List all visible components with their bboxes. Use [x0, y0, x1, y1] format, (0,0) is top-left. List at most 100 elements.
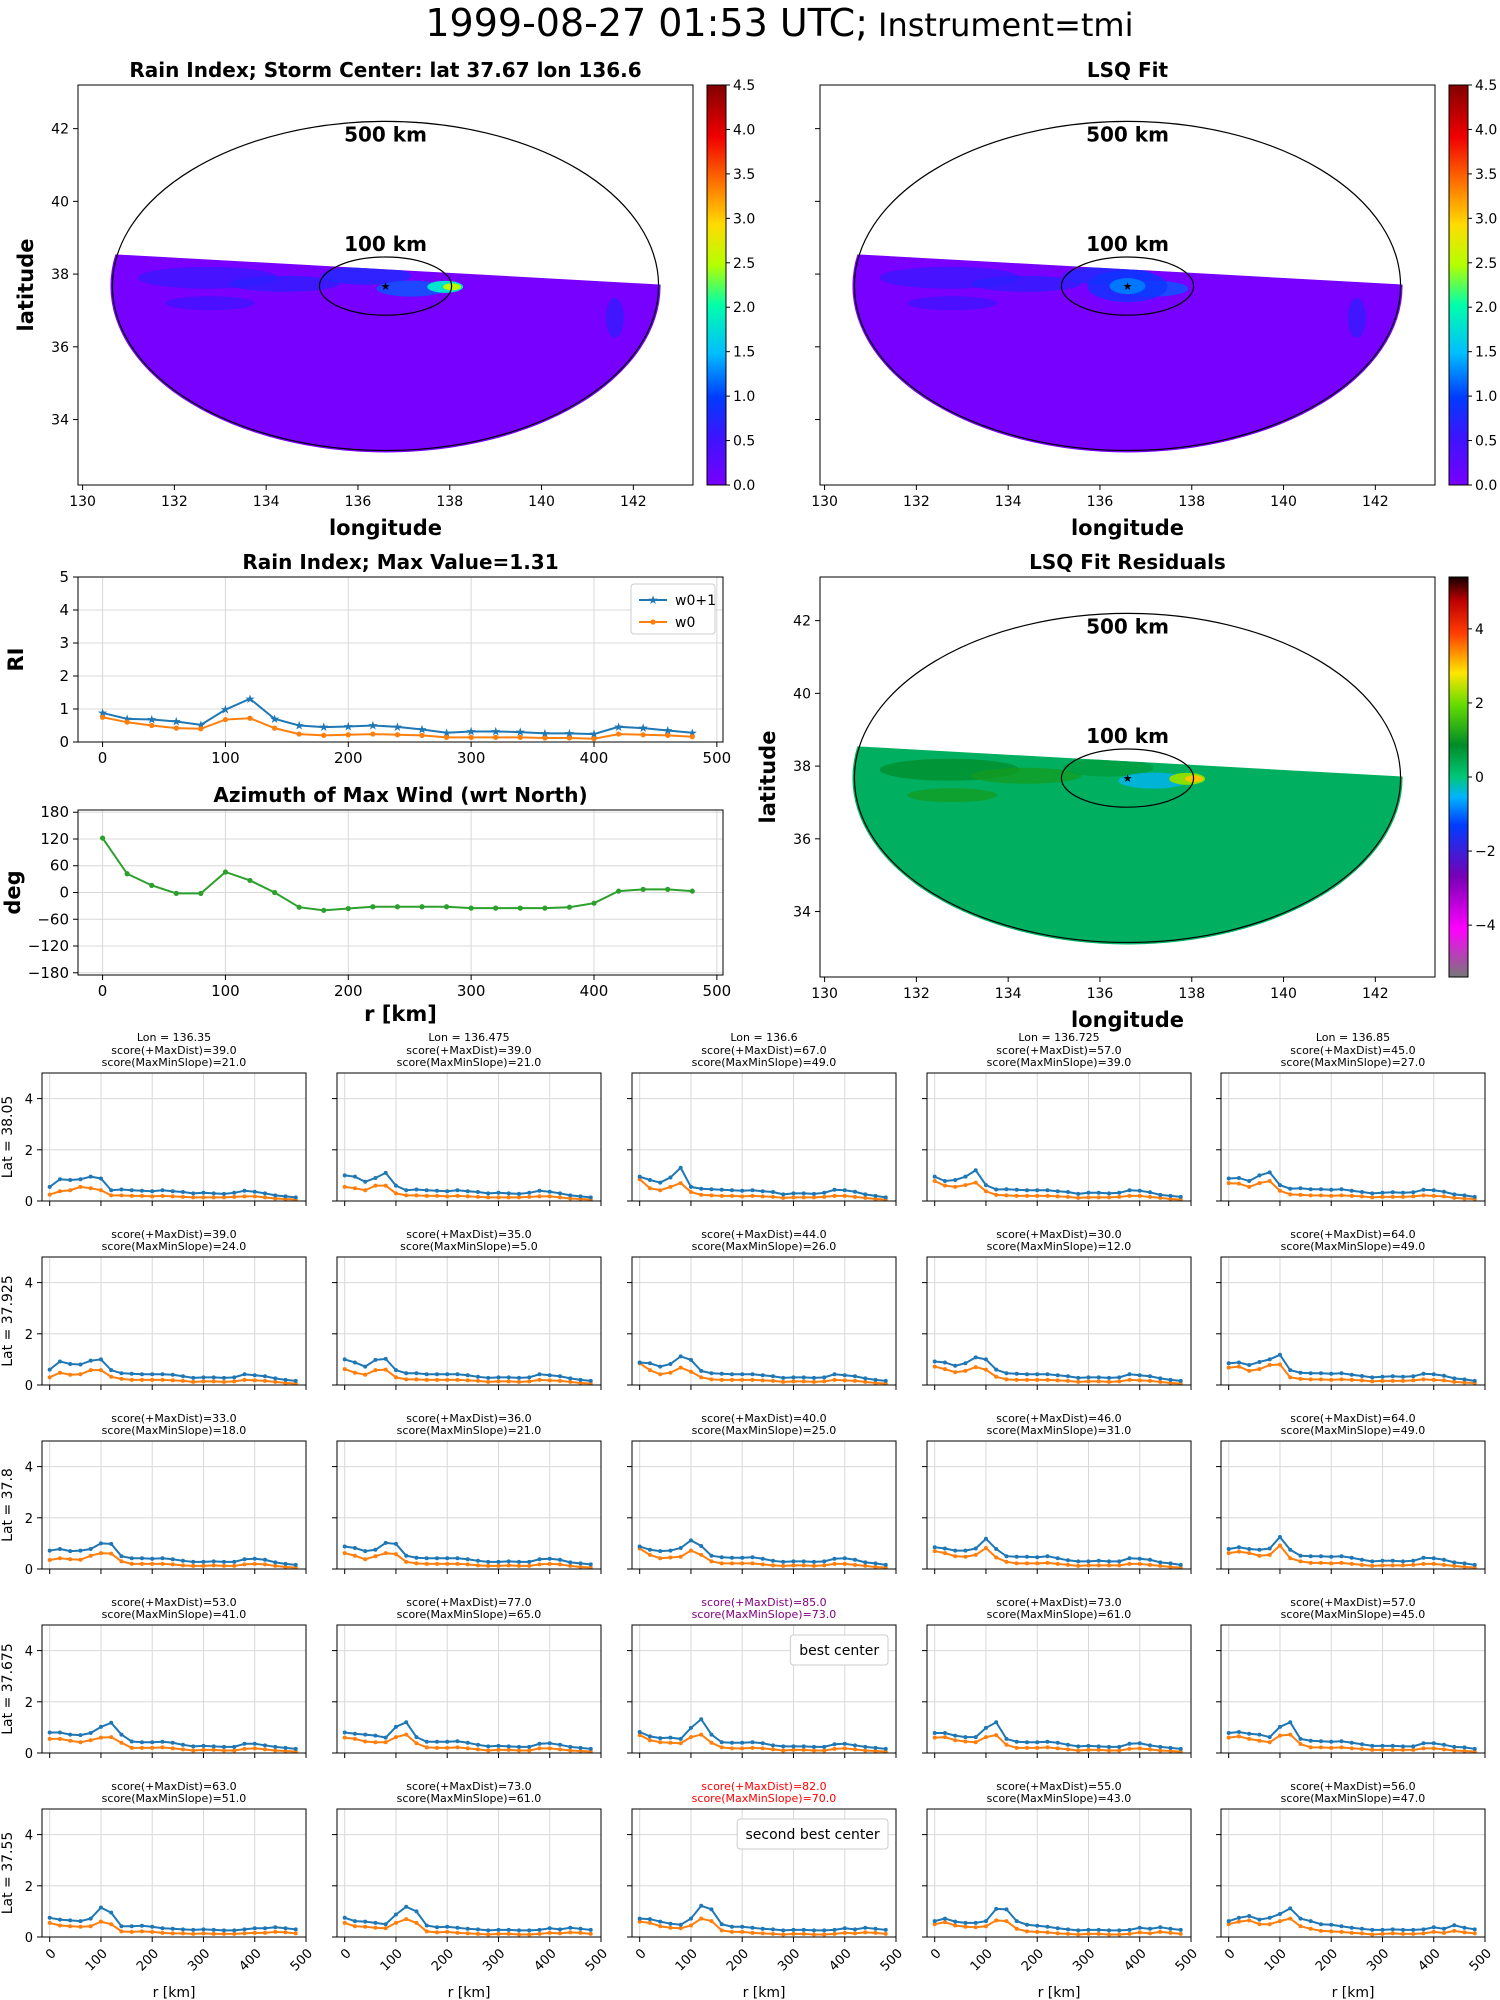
w0p1-point	[883, 1562, 888, 1567]
w0p1-point	[1349, 1188, 1354, 1193]
label-100km: 100 km	[1086, 232, 1169, 256]
w0-point	[180, 1563, 185, 1568]
marker-dot	[468, 905, 474, 911]
w0-point	[983, 1189, 988, 1194]
w0p1-point	[150, 1924, 155, 1929]
w0-point	[1431, 1929, 1436, 1934]
w0p1-point	[668, 1175, 673, 1180]
w0-point	[1308, 1377, 1313, 1382]
w0p1-point	[1076, 1559, 1081, 1564]
w0p1-point	[1411, 1190, 1416, 1195]
colorbar-tick-label: 1.0	[1475, 389, 1497, 405]
w0p1-point	[983, 1183, 988, 1188]
w0-point	[729, 1929, 734, 1934]
w0p1-point	[1329, 1739, 1334, 1744]
w0p1-point	[578, 1561, 583, 1566]
candidate-panel: score(+MaxDist)=30.0score(MaxMinSlope)=1…	[922, 1228, 1192, 1390]
w0p1-point	[709, 1907, 714, 1912]
w0-point	[942, 1735, 947, 1740]
x-tick-label: 140	[528, 494, 555, 510]
w0p1-point	[78, 1733, 83, 1738]
w0-point	[465, 1194, 470, 1199]
w0-point	[129, 1377, 134, 1382]
marker-dot	[542, 905, 548, 911]
w0p1-point	[1024, 1740, 1029, 1745]
w0p1-point	[486, 1744, 491, 1749]
w0p1-point	[932, 1731, 937, 1736]
axes-frame	[926, 1072, 1192, 1202]
w0-point	[1158, 1195, 1163, 1200]
w0p1-point	[1390, 1558, 1395, 1563]
timestamp-title: 1999-08-27 01:53 UTC;	[425, 1, 868, 45]
w0-point	[647, 1186, 652, 1191]
w0p1-point	[445, 1739, 450, 1744]
w0p1-point	[942, 1546, 947, 1551]
w0p1-point	[1339, 1739, 1344, 1744]
w0-point	[1267, 1922, 1272, 1927]
w0p1-point	[1277, 1724, 1282, 1729]
w0-point	[1055, 1931, 1060, 1936]
w0p1-point	[953, 1733, 958, 1738]
w0-point	[242, 1194, 247, 1199]
circle-100km	[1060, 748, 1195, 808]
w0-point	[47, 1375, 52, 1380]
w0p1-point	[699, 1186, 704, 1191]
w0-point	[1226, 1365, 1231, 1370]
w0-point	[873, 1564, 878, 1569]
marker-dot	[640, 732, 646, 738]
x-tick-label: 400	[580, 749, 609, 767]
w0p1-point	[588, 1746, 593, 1751]
w0-point	[445, 1377, 450, 1382]
w0-point	[191, 1931, 196, 1936]
w0p1-point	[445, 1189, 450, 1194]
w0p1-point	[973, 1735, 978, 1740]
x-tick-label: 134	[995, 986, 1022, 1002]
w0p1-point	[434, 1925, 439, 1930]
w0p1-point	[373, 1357, 378, 1362]
w0-point	[791, 1563, 796, 1568]
w0p1-point	[568, 1744, 573, 1749]
w0p1-point	[883, 1378, 888, 1383]
label-500km: 500 km	[1086, 614, 1169, 638]
w0p1-point	[1380, 1743, 1385, 1748]
w0p1-point	[822, 1928, 827, 1933]
w0-point	[1106, 1379, 1111, 1384]
w0p1-point	[781, 1928, 786, 1933]
w0p1-point	[1055, 1189, 1060, 1194]
w0p1-point	[1452, 1744, 1457, 1749]
w0-point	[273, 1379, 278, 1384]
axes-frame	[1220, 1256, 1486, 1386]
legend: ★ w0+1w0	[630, 583, 716, 635]
w0-point	[527, 1748, 532, 1753]
w0-point	[842, 1193, 847, 1198]
azimuth-title: Azimuth of Max Wind (wrt North)	[213, 783, 587, 807]
w0p1-point	[668, 1735, 673, 1740]
w0p1-point	[801, 1191, 806, 1196]
panel-score-maxminslope: score(MaxMinSlope)=70.0	[692, 1792, 837, 1805]
marker-star: ★	[146, 713, 157, 727]
w0-point	[1441, 1747, 1446, 1752]
y-tick-label: 42	[51, 122, 69, 138]
rain-index-colorbar: 0.00.51.01.52.02.53.03.54.04.5	[706, 78, 755, 494]
w0p1-point	[434, 1188, 439, 1193]
y-tick-label: −180	[28, 964, 69, 982]
w0-point	[273, 1748, 278, 1753]
w0-point	[658, 1556, 663, 1561]
w0p1-point	[1288, 1547, 1293, 1552]
w0p1-point	[516, 1559, 521, 1564]
axes-frame	[336, 1440, 602, 1570]
w0p1-point	[475, 1190, 480, 1195]
w0-point	[1158, 1748, 1163, 1753]
w0p1-point	[637, 1174, 642, 1179]
w0-point	[1411, 1378, 1416, 1383]
w0-point	[791, 1195, 796, 1200]
w0-point	[1014, 1745, 1019, 1750]
w0-point	[1380, 1931, 1385, 1936]
w0-point	[1400, 1194, 1405, 1199]
w0p1-point	[242, 1557, 247, 1562]
w0-point	[1339, 1745, 1344, 1750]
w0-point	[283, 1380, 288, 1385]
w0p1-point	[1096, 1927, 1101, 1932]
